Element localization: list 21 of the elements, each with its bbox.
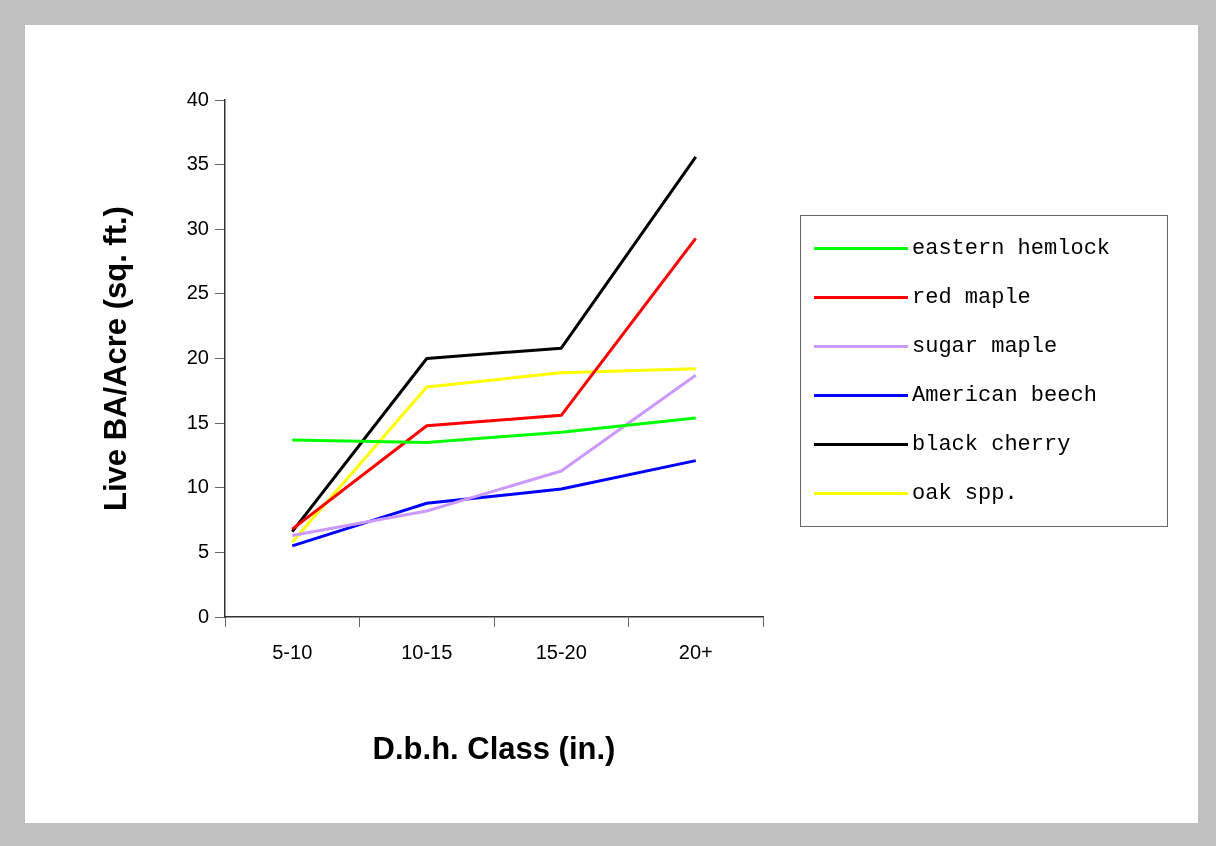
legend-label: sugar maple [912,334,1058,359]
y-tick-label: 20 [186,346,209,369]
legend-label: eastern hemlock [912,236,1111,261]
legend-label: oak spp. [912,481,1018,506]
x-tick-label: 15-20 [535,640,587,663]
y-tick-label: 35 [186,152,209,175]
y-tick-label: 5 [197,539,209,562]
legend-label: black cherry [912,432,1071,457]
y-tick-label: 30 [186,216,209,239]
y-tick-label: 0 [197,604,209,627]
y-tick-label: 10 [186,475,209,498]
legend-label: red maple [912,285,1031,310]
legend-label: American beech [912,383,1097,408]
y-tick-label: 25 [186,281,209,304]
x-tick-label: 5-10 [272,640,313,663]
y-tick-label: 40 [186,87,209,110]
x-tick-label: 10-15 [401,640,453,663]
y-axis-title: Live BA/Acre (sq. ft.) [98,206,134,511]
x-tick-label: 20+ [678,640,713,663]
y-tick-label: 15 [186,410,209,433]
x-axis-title: D.b.h. Class (in.) [372,730,616,766]
